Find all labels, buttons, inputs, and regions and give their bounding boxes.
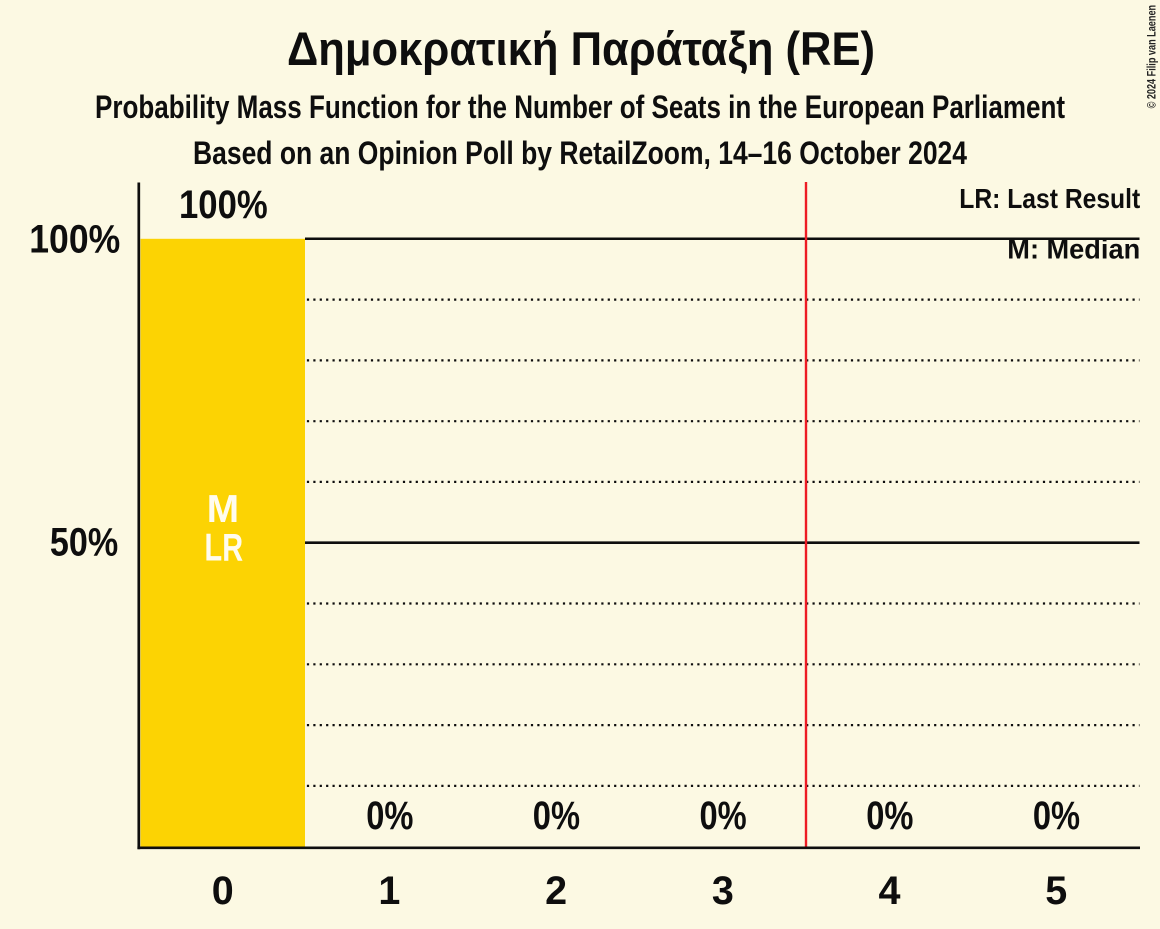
svg-text:2: 2: [545, 869, 567, 913]
svg-text:0%: 0%: [533, 794, 580, 838]
svg-text:1: 1: [378, 869, 400, 913]
svg-text:LR: Last Result: LR: Last Result: [959, 183, 1140, 214]
svg-text:5: 5: [1045, 869, 1067, 913]
svg-text:Based on an Opinion Poll by Re: Based on an Opinion Poll by RetailZoom, …: [193, 135, 967, 171]
svg-text:M: M: [207, 488, 239, 531]
svg-text:100%: 100%: [29, 217, 120, 261]
svg-text:0%: 0%: [866, 794, 913, 838]
svg-text:3: 3: [712, 869, 734, 913]
svg-text:LR: LR: [205, 526, 244, 569]
svg-text:0: 0: [212, 869, 234, 913]
svg-text:Probability Mass Function for: Probability Mass Function for the Number…: [95, 89, 1065, 125]
svg-text:Δημοκρατική Παράταξη (RE): Δημοκρατική Παράταξη (RE): [287, 23, 875, 76]
svg-text:100%: 100%: [179, 183, 268, 227]
svg-text:© 2024 Filip van Laenen: © 2024 Filip van Laenen: [1144, 5, 1158, 109]
svg-text:50%: 50%: [50, 520, 118, 564]
svg-text:0%: 0%: [366, 794, 413, 838]
svg-text:0%: 0%: [1033, 794, 1080, 838]
svg-text:0%: 0%: [700, 794, 747, 838]
svg-text:4: 4: [879, 869, 901, 913]
svg-text:M: Median: M: Median: [1007, 233, 1140, 264]
